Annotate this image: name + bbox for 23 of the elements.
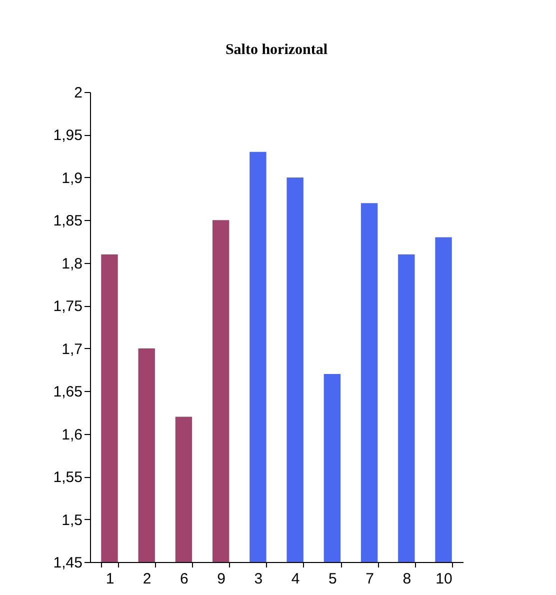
y-tick-label: 2 [74,84,82,102]
x-tick-label: 7 [366,570,374,588]
y-tick-label: 1,95 [53,127,82,144]
y-tick-label: 1,7 [62,340,82,358]
x-tick-label: 2 [142,570,152,588]
x-tick-label: 8 [402,570,412,588]
y-tick-label: 1,9 [62,170,82,187]
x-tick-label: 10 [436,570,452,588]
y-tick-label: 1,8 [62,255,82,272]
x-tick-label: 9 [217,570,226,588]
y-tick-label: 1,45 [53,554,82,572]
x-tick-label: 4 [291,570,300,588]
chart-title: Salto horizontal [225,42,328,58]
y-tick-label: 1,5 [62,512,82,529]
x-tick-label: 5 [328,570,337,588]
x-tick-label: 3 [254,570,263,588]
y-tick-label: 1,55 [53,469,82,486]
x-tick-label: 6 [180,570,188,588]
x-tick-label: 1 [106,570,114,588]
y-tick-label: 1,75 [53,298,82,316]
y-tick-label: 1,65 [53,384,82,401]
y-tick-label: 1,85 [53,212,82,230]
y-tick-label: 1,6 [62,426,82,444]
